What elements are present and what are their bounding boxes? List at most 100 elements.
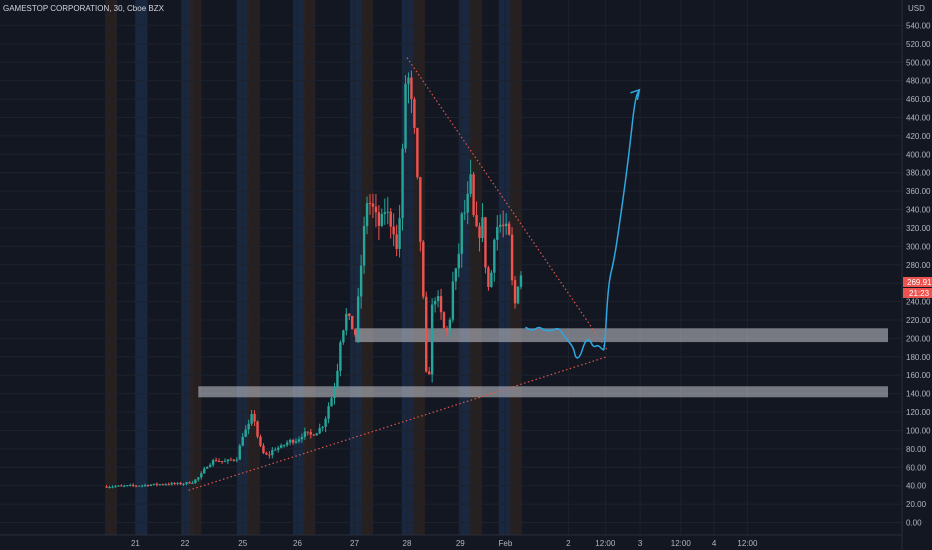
candle-body [398,218,401,249]
time-tick-label: 12:00 [671,539,692,548]
candle-body [129,484,132,486]
candle-body [336,370,339,389]
price-tick-label: 60.00 [906,463,927,472]
candle-body [123,485,126,487]
time-tick-label: 21 [131,539,140,548]
candle-body [342,330,345,343]
candle-body [442,312,446,329]
trendline[interactable] [406,57,608,350]
price-tick-label: 40.00 [906,482,927,491]
price-tick-label: 200.00 [906,334,931,343]
time-tick-label: 28 [403,539,412,548]
candle-body [232,459,236,461]
trendline[interactable] [188,356,607,491]
candle-body [365,203,369,227]
candle-body [256,421,259,437]
candle-body [333,388,336,399]
price-tick-label: 160.00 [906,371,931,380]
candle-body [510,234,514,281]
candle-body [422,241,425,297]
candle-body [457,253,460,269]
candle-body [359,265,363,297]
time-tick-label: Feb [499,539,513,548]
support-zone[interactable] [355,328,888,343]
candle-body [158,484,162,486]
candle-body [460,213,463,254]
candle-body [430,304,434,375]
time-axis[interactable] [0,535,932,550]
candle-body [268,454,271,456]
candle-body [345,313,348,331]
candle-body [126,485,129,487]
candle-body [143,484,147,486]
bar-countdown-tag [903,288,932,298]
candle-body [238,445,241,460]
price-tick-label: 140.00 [906,390,931,399]
candle-body [413,99,416,128]
candle-body [285,442,289,446]
time-tick-label: 4 [712,539,717,548]
candle-body [481,217,484,239]
candle-body [250,413,253,424]
candle-body [211,460,215,465]
time-tick-label: 29 [456,539,465,548]
candle-body [401,148,404,219]
candle-body [253,413,256,422]
candle-body [487,267,490,288]
candle-body [386,211,389,213]
session-stripe-blue [498,0,511,535]
projection-drawing[interactable] [525,89,641,359]
candle-body [407,77,410,84]
candle-body [404,83,407,149]
price-tick-label: 180.00 [906,353,931,362]
candle-body [274,449,277,451]
price-tick-label: 20.00 [906,500,927,509]
candle-body [419,177,422,242]
candle-body [217,461,221,463]
candle-body [339,342,342,371]
support-zones[interactable] [198,328,888,398]
candle-body [466,193,469,213]
candle-body [188,482,191,484]
candle-body [351,315,354,330]
session-stripe-orange [361,0,374,535]
grid-lines [0,0,902,535]
symbol-title[interactable]: GAMESTOP CORPORATION, 30, Cboe BZX [3,4,165,13]
candle-body [206,466,209,469]
price-tick-label: 440.00 [906,113,931,122]
price-axis[interactable] [902,0,932,550]
price-tick-label: 220.00 [906,316,931,325]
candle-body [472,174,475,216]
candle-body [235,459,238,461]
candle-body [214,460,218,462]
candle-body [164,484,167,486]
time-axis-labels: 21 22 25 26 27 28 29 Feb 2 12:00 3 12:00 4 12:00 [131,539,758,548]
time-tick-label: 25 [238,539,247,548]
candle-body [392,226,395,235]
candle-body [371,203,375,207]
candle-body [220,461,224,463]
candle-body [478,226,481,239]
trendlines[interactable] [188,57,608,491]
candle-body [132,484,135,486]
candle-body [377,212,381,226]
candle-body [436,296,440,301]
price-tick-label: 320.00 [906,224,931,233]
candle-body [315,433,318,436]
price-tick-label: 240.00 [906,298,931,307]
candle-body [463,212,466,214]
candle-body [475,215,478,227]
candle-body [374,206,378,213]
candle-body [324,418,327,427]
candle-body [271,450,274,456]
candle-body [312,434,315,436]
candle-body [155,483,159,485]
price-tick-label: 100.00 [906,426,931,435]
candle-body [179,482,182,485]
support-zone[interactable] [198,386,888,398]
price-tick-label: 300.00 [906,242,931,251]
candle-body [200,473,203,478]
candle-body [105,486,108,488]
